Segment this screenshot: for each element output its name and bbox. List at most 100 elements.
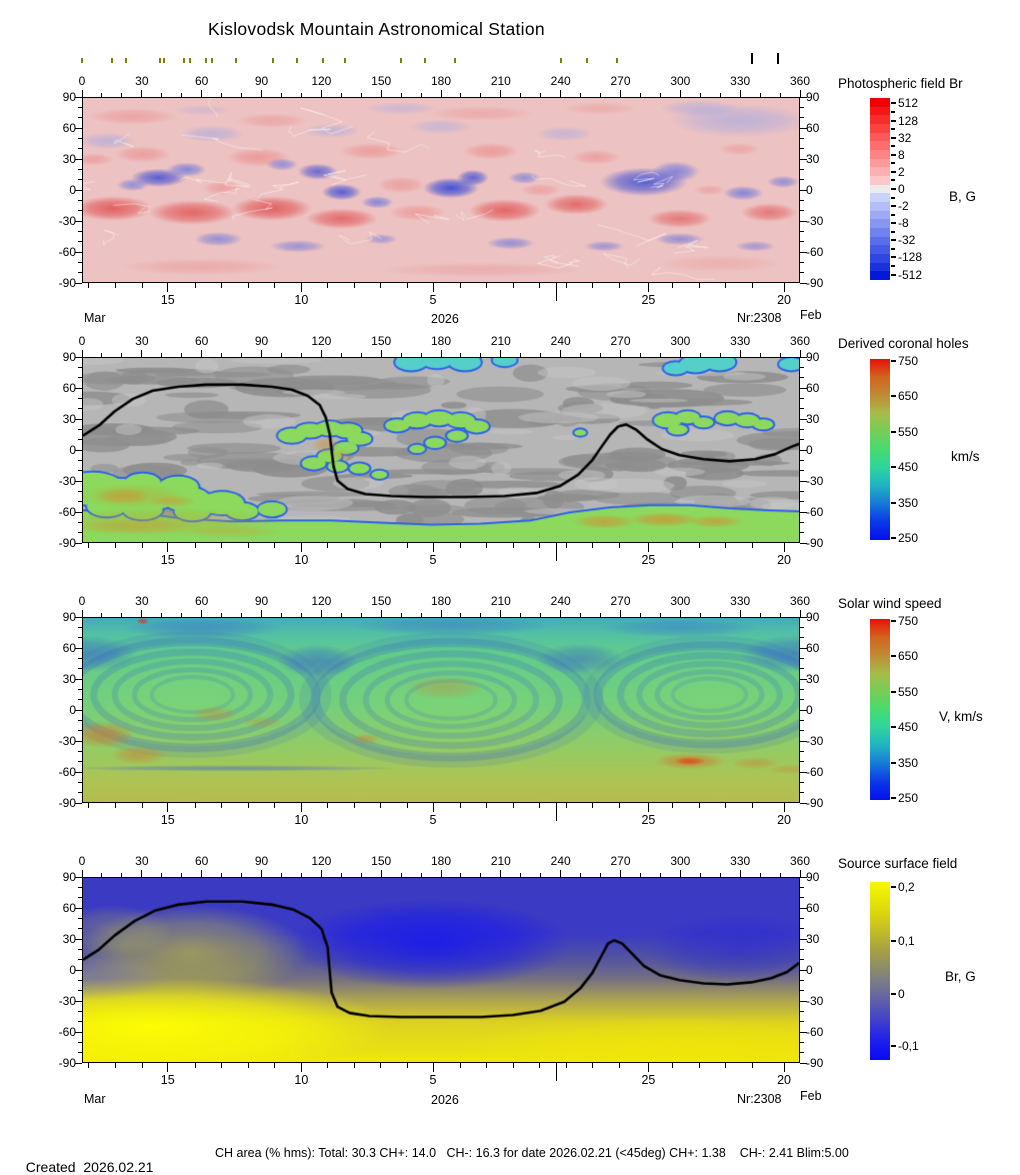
date-major-tick bbox=[300, 803, 302, 812]
date-minor-tick bbox=[194, 283, 196, 288]
lat-tick bbox=[78, 272, 82, 274]
lat-tick bbox=[800, 637, 804, 639]
date-minor-tick bbox=[88, 803, 90, 808]
lat-tick-label: 30 bbox=[62, 932, 76, 946]
lat-tick bbox=[78, 719, 82, 721]
colorbar-tick bbox=[891, 136, 896, 139]
lon-tick bbox=[620, 90, 621, 97]
colorbar-minor-tick bbox=[891, 128, 895, 131]
date-minor-tick bbox=[274, 283, 276, 288]
lat-tick bbox=[800, 657, 804, 659]
lat-tick bbox=[78, 261, 82, 263]
lat-tick-label: -90 bbox=[806, 536, 824, 550]
colorbar-tick-label: 0,1 bbox=[898, 933, 915, 948]
colorbar-source-surface bbox=[870, 882, 890, 1060]
date-minor-tick bbox=[672, 283, 674, 288]
lat-tick-label: 60 bbox=[806, 641, 820, 655]
lon-tick bbox=[300, 613, 302, 617]
date-minor-tick bbox=[380, 283, 382, 288]
lat-tick bbox=[800, 876, 807, 878]
lon-tick-label: 120 bbox=[311, 854, 332, 868]
lat-tick bbox=[800, 459, 804, 461]
lon-tick bbox=[799, 90, 801, 97]
date-minor-tick bbox=[459, 803, 461, 808]
lat-tick-label: 60 bbox=[62, 121, 76, 135]
colorbar-unit-photospheric: B, G bbox=[949, 189, 977, 204]
date-major-tick bbox=[783, 803, 785, 812]
date-minor-tick bbox=[539, 803, 541, 808]
date-minor-tick bbox=[141, 1063, 143, 1068]
lat-tick bbox=[800, 137, 804, 139]
colorbar-tick bbox=[891, 102, 896, 105]
lon-tick-label: 150 bbox=[371, 74, 392, 88]
lon-tick bbox=[639, 613, 641, 617]
event-marker-tick bbox=[615, 58, 618, 63]
lat-tick bbox=[78, 210, 82, 212]
lat-tick bbox=[78, 948, 82, 950]
lon-tick bbox=[141, 90, 143, 97]
lat-tick bbox=[800, 158, 807, 160]
lat-tick bbox=[800, 220, 807, 222]
lon-tick bbox=[679, 870, 681, 877]
lon-tick-label: 180 bbox=[430, 74, 452, 88]
lon-tick bbox=[460, 353, 462, 357]
lat-tick bbox=[78, 917, 82, 919]
date-major-tick bbox=[432, 543, 434, 552]
colorbar-tick-label: 512 bbox=[898, 96, 919, 111]
lat-tick bbox=[78, 148, 82, 150]
lat-tick bbox=[800, 917, 804, 919]
date-minor-tick bbox=[698, 543, 700, 548]
lat-tick-label: -90 bbox=[806, 1056, 824, 1070]
date-tick-label: 25 bbox=[641, 293, 656, 307]
lon-tick bbox=[320, 350, 322, 357]
lat-tick bbox=[75, 938, 82, 940]
lat-tick bbox=[75, 189, 82, 191]
date-major-tick bbox=[783, 543, 785, 552]
date-minor-tick bbox=[486, 803, 488, 808]
lat-tick-label: 90 bbox=[806, 90, 820, 104]
lat-tick bbox=[800, 959, 804, 961]
lat-tick-label: 0 bbox=[69, 443, 76, 457]
lat-tick-label: -90 bbox=[58, 796, 76, 810]
colorbar-minor-tick bbox=[891, 247, 895, 250]
lon-tick bbox=[739, 350, 741, 357]
rotation-number: Nr:2308 bbox=[737, 1092, 782, 1106]
source-surface-field-map bbox=[82, 877, 800, 1063]
date-tick-label: 5 bbox=[429, 293, 437, 307]
date-minor-tick bbox=[327, 283, 329, 288]
footer-created: Created 2026.02.21 bbox=[18, 1143, 154, 1175]
colorbar-tick bbox=[891, 239, 896, 242]
event-marker-tick bbox=[110, 58, 113, 63]
colorbar-step bbox=[870, 176, 890, 185]
date-major-tick bbox=[556, 803, 558, 821]
lat-tick bbox=[78, 959, 82, 961]
lat-tick bbox=[800, 241, 804, 243]
lat-tick bbox=[75, 771, 82, 773]
lon-tick bbox=[520, 353, 522, 357]
colorbar-tick-label: 0 bbox=[898, 987, 905, 1002]
date-minor-tick bbox=[406, 803, 408, 808]
lon-tick-label: 120 bbox=[311, 74, 332, 88]
lon-tick bbox=[639, 93, 641, 97]
lat-tick-label: -60 bbox=[806, 505, 824, 519]
date-tick-label: 10 bbox=[294, 1073, 309, 1087]
lon-tick-label: 330 bbox=[730, 334, 751, 348]
colorbar-tick-label: -128 bbox=[898, 250, 923, 265]
lon-tick-label: 360 bbox=[789, 594, 811, 608]
lon-tick bbox=[320, 610, 322, 617]
date-minor-tick bbox=[380, 803, 382, 808]
event-marker-tick bbox=[158, 58, 161, 63]
event-marker-tick bbox=[424, 58, 427, 63]
lat-tick bbox=[75, 740, 82, 742]
lon-tick bbox=[300, 353, 302, 357]
colorbar-step bbox=[870, 132, 890, 142]
date-minor-tick bbox=[194, 1063, 196, 1068]
lat-tick bbox=[800, 439, 804, 441]
lat-tick-label: -60 bbox=[58, 765, 76, 779]
date-minor-tick bbox=[672, 803, 674, 808]
lat-tick bbox=[800, 127, 807, 129]
lon-tick bbox=[121, 873, 123, 877]
colorbar-coronal-holes bbox=[870, 359, 890, 540]
colorbar-tick bbox=[891, 222, 896, 225]
